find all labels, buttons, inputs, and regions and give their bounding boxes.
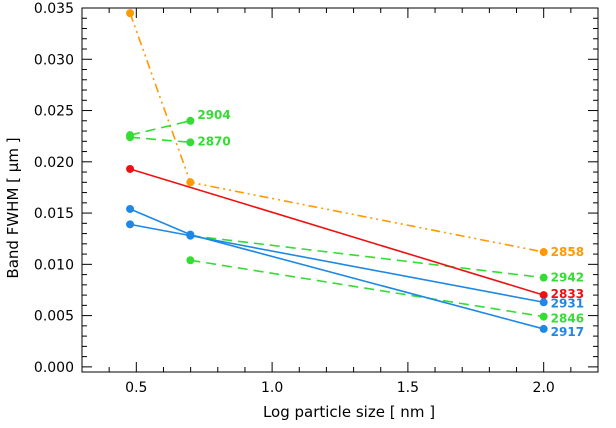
data-point-2858 (126, 9, 135, 18)
x-tick-label: 0.5 (125, 380, 147, 396)
y-tick-label: 0.025 (34, 104, 74, 120)
data-point-2904 (186, 116, 195, 125)
y-tick-label: 0.035 (34, 1, 74, 17)
data-point-2858 (539, 248, 548, 257)
x-tick-label: 1.0 (261, 380, 283, 396)
series-label-2917: 2917 (551, 325, 584, 339)
series-label-2942: 2942 (551, 271, 584, 285)
series-label-2833: 2833 (551, 287, 584, 301)
axes: 0.5 1.0 1.5 2.0 0.000 0.005 0.010 0.015 0.020 0.0… (34, 1, 599, 396)
y-tick-label: 0.015 (34, 206, 74, 222)
y-tick-label: 0.020 (34, 155, 74, 171)
series-label-2858: 2858 (551, 245, 584, 259)
series-line-2846 (190, 259, 544, 318)
x-tick-label: 1.5 (397, 380, 419, 396)
series-label-2904: 2904 (197, 108, 230, 122)
series-line-2833 (129, 168, 544, 296)
series-label-2870: 2870 (197, 134, 230, 148)
data-point-2858 (186, 178, 195, 187)
y-axis-label: Band FWHM [ μm ] (4, 137, 22, 278)
plot-frame (81, 7, 599, 373)
series-line-2917 (129, 208, 544, 330)
data-point-2846 (186, 256, 195, 265)
data-point-2917 (186, 230, 195, 239)
y-tick-label: 0.005 (34, 309, 74, 325)
y-tick-label: 0.030 (34, 52, 74, 68)
y-tick-label: 0.010 (34, 257, 74, 273)
series-line-2870 (130, 136, 191, 144)
series-line-2942 (190, 234, 544, 279)
x-tick-label: 2.0 (533, 380, 555, 396)
series-line-2904 (129, 120, 191, 136)
data-point-2870 (186, 138, 195, 147)
x-axis-label: Log particle size [ nm ] (263, 403, 435, 421)
data-point-2917 (539, 324, 548, 333)
y-tick-label: 0.000 (34, 360, 74, 376)
series-label-2846: 2846 (551, 312, 584, 326)
series-line-2858 (129, 12, 544, 253)
data-point-2833 (539, 291, 548, 300)
data-point-2931 (126, 220, 135, 229)
data-point-2917 (126, 204, 135, 213)
data-point-2870 (126, 133, 135, 142)
series-label-2931: 2931 (551, 296, 584, 310)
data-point-2942 (539, 273, 548, 282)
data-point-2931 (539, 298, 548, 307)
data-point-2846 (539, 312, 548, 321)
data-point-2833 (126, 164, 135, 173)
